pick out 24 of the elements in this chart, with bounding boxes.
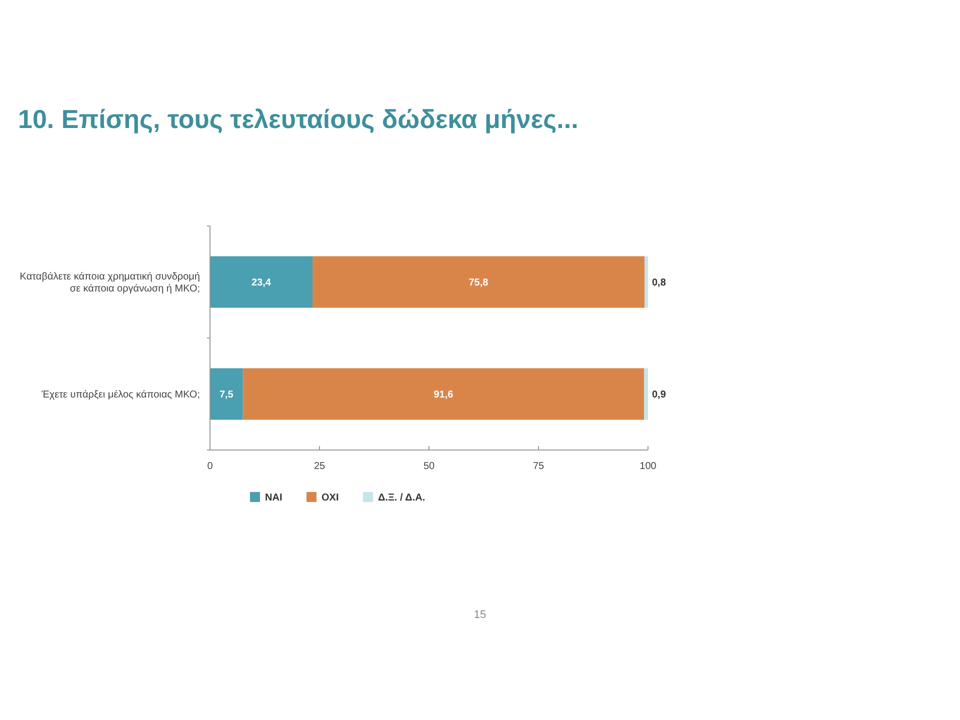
bar [644, 256, 648, 308]
data-label: 23,4 [252, 278, 272, 288]
bar [644, 368, 648, 420]
x-tick-label: 50 [423, 461, 435, 472]
x-tick-label: 75 [532, 461, 544, 472]
data-label: 0,9 [652, 390, 666, 400]
x-tick-label: 25 [314, 461, 326, 472]
chart-title: 10. Επίσης, τους τελευταίους δώδεκα μήνες... [18, 104, 578, 134]
data-label: 91,6 [434, 390, 454, 400]
data-label: 0,8 [652, 278, 666, 288]
bar [242, 368, 644, 420]
bar [210, 368, 243, 420]
x-tick-label: 0 [207, 461, 214, 472]
legend-label: ΝΑΙ [265, 492, 282, 504]
bar [210, 256, 312, 308]
text: 15 [474, 609, 486, 621]
legend-label: Δ.Ξ. / Δ.Α. [378, 492, 426, 504]
bar [312, 256, 644, 308]
data-label: 7,5 [219, 390, 234, 400]
x-tick-label: 100 [640, 461, 657, 472]
legend-label: ΟΧΙ [322, 492, 339, 504]
y-tick-label: Έχετε υπάρξει μέλος κάποιας ΜΚΟ; [40, 390, 200, 400]
y-tick-label: Καταβάλετε κάποια χρηματική συνδρομή σε κάποια οργάνωση ή ΜΚΟ; [20, 272, 200, 294]
data-label: 75,8 [468, 278, 489, 288]
